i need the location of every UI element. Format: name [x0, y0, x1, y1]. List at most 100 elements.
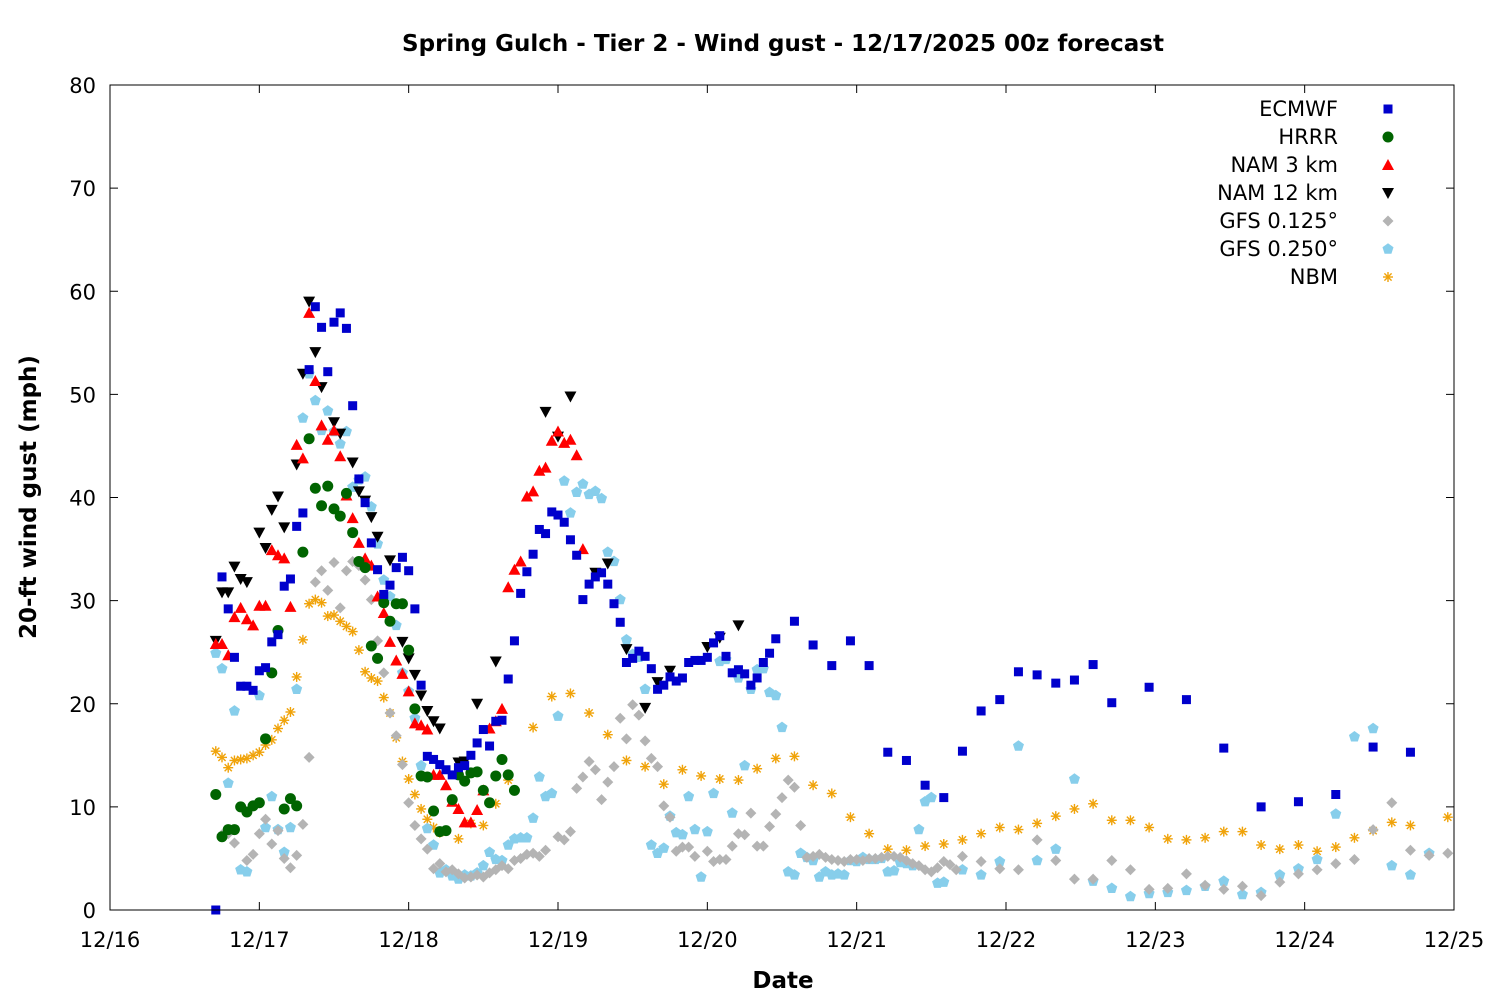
data-point — [901, 755, 911, 765]
data-point — [291, 671, 302, 682]
data-point — [396, 598, 408, 610]
data-point — [533, 464, 546, 476]
data-point — [677, 673, 687, 683]
data-point — [658, 842, 670, 853]
data-point — [527, 812, 539, 823]
data-point — [1180, 884, 1192, 896]
data-point — [1423, 849, 1435, 861]
data-point — [1348, 853, 1360, 865]
data-point — [577, 771, 589, 783]
data-point — [994, 822, 1005, 833]
data-point — [259, 599, 272, 611]
data-point — [552, 425, 564, 437]
data-point — [222, 777, 234, 788]
data-point — [652, 761, 664, 773]
data-point — [770, 753, 781, 764]
data-point — [558, 834, 570, 846]
data-point — [347, 527, 359, 539]
data-point — [322, 480, 334, 492]
data-point — [360, 666, 371, 677]
data-point — [621, 755, 632, 766]
data-point — [397, 552, 407, 562]
data-point — [223, 604, 233, 614]
data-point — [1405, 747, 1415, 757]
data-point — [253, 527, 266, 539]
y-tick-label: 0 — [83, 899, 96, 923]
data-point — [247, 619, 260, 631]
data-point — [384, 555, 396, 567]
data-point — [410, 604, 420, 614]
data-point — [460, 761, 470, 771]
data-point — [242, 681, 252, 691]
data-point — [939, 793, 949, 803]
legend-marker — [1382, 188, 1394, 199]
data-point — [1125, 815, 1136, 826]
data-point — [428, 839, 440, 850]
data-point — [1330, 842, 1341, 853]
data-point — [403, 774, 414, 785]
data-point — [789, 751, 800, 762]
data-point — [303, 306, 316, 318]
data-point — [684, 658, 694, 667]
data-point — [409, 819, 421, 831]
data-point — [621, 658, 631, 667]
data-point — [415, 719, 428, 731]
y-tick-label: 80 — [69, 74, 96, 98]
data-point — [464, 816, 477, 828]
data-point — [938, 839, 949, 849]
data-point — [1144, 682, 1154, 692]
data-point — [508, 563, 521, 575]
axis-ticks: 12/16 12/17 12/18 12/19 12/20 12/21 12/22 12/23… — [69, 74, 1484, 952]
data-point — [496, 854, 508, 866]
data-point — [620, 733, 632, 745]
legend: ECMWF HRRR NAM 3 km NAM 12 km GFS 0.125° GFS … — [1217, 97, 1394, 289]
data-point — [976, 828, 987, 839]
data-point — [639, 683, 651, 694]
data-point — [602, 729, 613, 740]
data-point — [740, 669, 750, 679]
data-point — [1180, 868, 1192, 880]
data-point — [571, 486, 583, 498]
data-point — [372, 652, 384, 664]
data-point — [298, 508, 308, 518]
data-point — [216, 662, 228, 674]
data-point — [1200, 832, 1211, 843]
data-point — [265, 504, 278, 516]
data-point — [223, 762, 234, 773]
data-point — [584, 708, 595, 719]
data-point — [590, 572, 600, 582]
data-point — [421, 822, 433, 834]
data-point — [597, 568, 607, 578]
data-point — [646, 664, 656, 674]
x-tick-label: 12/21 — [826, 928, 887, 952]
data-point — [838, 869, 850, 880]
data-point — [1144, 822, 1155, 833]
data-point — [770, 808, 782, 820]
data-point — [1293, 840, 1304, 851]
data-point — [603, 579, 613, 589]
chart-title: Spring Gulch - Tier 2 - Wind gust - 12/1… — [402, 31, 1164, 57]
data-point — [340, 425, 352, 437]
data-point — [297, 634, 308, 645]
data-point — [1068, 873, 1080, 885]
data-point — [408, 669, 421, 681]
data-point — [229, 755, 240, 766]
data-point — [384, 615, 396, 627]
data-point — [216, 831, 228, 843]
data-point — [247, 848, 259, 860]
data-point — [421, 723, 434, 735]
data-point — [758, 658, 768, 667]
data-point — [346, 457, 359, 469]
data-point — [732, 620, 745, 632]
data-point — [1256, 840, 1267, 851]
data-point — [726, 807, 738, 818]
data-point — [278, 803, 290, 815]
data-point — [608, 761, 620, 773]
data-point — [416, 803, 427, 814]
legend-marker — [1382, 159, 1394, 170]
data-point — [950, 864, 962, 876]
data-point — [421, 843, 433, 855]
data-point — [1013, 824, 1024, 835]
data-point — [329, 610, 339, 621]
data-point — [266, 838, 278, 850]
